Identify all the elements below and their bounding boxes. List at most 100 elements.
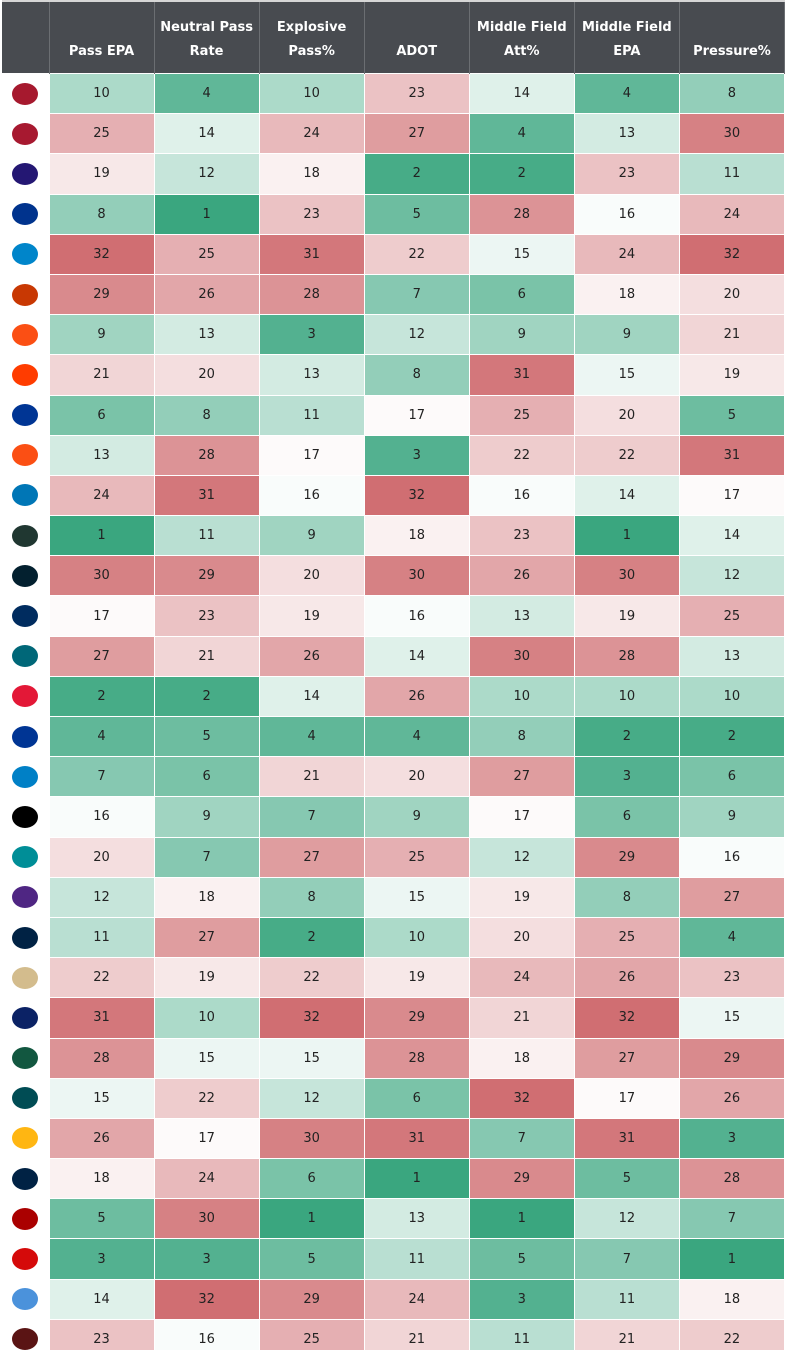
rank-cell: 21 (573, 1318, 680, 1350)
column-header[interactable]: Neutral Pass Rate (154, 0, 260, 74)
rank-cell: 24 (678, 193, 786, 235)
team-logo-icon (12, 363, 39, 386)
column-header[interactable]: Middle Field Att% (469, 0, 575, 74)
team-logo-icon (12, 1207, 39, 1230)
table-row: 8 1 23 5 28 16 24 (1, 193, 786, 235)
rank-cell: 1 (468, 1198, 575, 1240)
rank-cell: 15 (573, 354, 680, 396)
team-logo-cell (1, 635, 50, 677)
rank-cell: 14 (468, 72, 575, 115)
rank-cell: 28 (153, 434, 260, 476)
rank-cell: 19 (363, 957, 470, 999)
rank-cell: 8 (468, 715, 575, 758)
team-logo-icon (12, 725, 39, 748)
rank-cell: 11 (363, 1238, 470, 1280)
rank-cell: 32 (363, 474, 470, 517)
rank-cell: 14 (48, 1278, 155, 1320)
table-row: 28 15 15 28 18 27 29 (1, 1037, 786, 1079)
table-row: 26 17 30 31 7 31 3 (1, 1117, 786, 1160)
rank-cell: 22 (573, 434, 680, 476)
rank-cell: 23 (48, 1318, 155, 1350)
rank-cell: 6 (48, 394, 155, 436)
rank-cell: 20 (258, 555, 365, 597)
table-row: 1 11 9 18 23 1 14 (1, 515, 786, 557)
team-logo-icon (12, 82, 39, 105)
rank-cell: 15 (258, 1037, 365, 1079)
rank-cell: 25 (573, 916, 680, 959)
rank-cell: 24 (153, 1158, 260, 1200)
rank-cell: 15 (48, 1077, 155, 1119)
rank-cell: 29 (468, 1158, 575, 1200)
rank-cell: 25 (468, 394, 575, 436)
column-header[interactable]: Explosive Pass% (259, 0, 365, 74)
rank-cell: 24 (48, 474, 155, 517)
rank-cell: 22 (468, 434, 575, 476)
table-row: 17 23 19 16 13 19 25 (1, 595, 786, 637)
team-logo-icon (12, 685, 39, 708)
rank-cell: 21 (153, 635, 260, 677)
rank-cell: 28 (48, 1037, 155, 1079)
table-row: 14 32 29 24 3 11 18 (1, 1278, 786, 1320)
rank-cell: 29 (258, 1278, 365, 1320)
rank-cell: 23 (678, 957, 786, 999)
rank-cell: 24 (363, 1278, 470, 1320)
rank-cell: 25 (363, 836, 470, 878)
rank-cell: 4 (153, 72, 260, 115)
rank-cell: 22 (258, 957, 365, 999)
rank-cell: 26 (573, 957, 680, 999)
team-logo-icon (12, 1328, 39, 1350)
rank-cell: 25 (678, 595, 786, 637)
team-logo-cell (1, 916, 50, 959)
rank-cell: 3 (468, 1278, 575, 1320)
team-logo-cell (1, 193, 50, 235)
rank-cell: 27 (153, 916, 260, 959)
rank-cell: 11 (678, 153, 786, 195)
rank-cell: 22 (153, 1077, 260, 1119)
team-logo-cell (1, 1198, 50, 1240)
rank-cell: 27 (678, 876, 786, 918)
rank-cell: 20 (678, 273, 786, 316)
rank-cell: 6 (468, 273, 575, 316)
rank-cell: 7 (258, 796, 365, 838)
team-logo-cell (1, 273, 50, 316)
rank-cell: 5 (573, 1158, 680, 1200)
rank-cell: 5 (468, 1238, 575, 1280)
table-row: 20 7 27 25 12 29 16 (1, 836, 786, 878)
rank-cell: 26 (48, 1117, 155, 1160)
table-row: 3 3 5 11 5 7 1 (1, 1238, 786, 1280)
column-header[interactable]: ADOT (364, 0, 470, 74)
rank-cell: 3 (48, 1238, 155, 1280)
column-header[interactable]: Middle Field EPA (574, 0, 680, 74)
rank-cell: 32 (573, 997, 680, 1039)
rank-cell: 22 (363, 233, 470, 275)
rank-cell: 19 (678, 354, 786, 396)
rank-cell: 13 (468, 595, 575, 637)
rank-cell: 18 (258, 153, 365, 195)
table-row: 31 10 32 29 21 32 15 (1, 997, 786, 1039)
team-logo-cell (1, 1278, 50, 1320)
team-logo-icon (12, 1127, 39, 1150)
rank-cell: 21 (363, 1318, 470, 1350)
rank-cell: 11 (258, 394, 365, 436)
rank-cell: 25 (153, 233, 260, 275)
rank-cell: 1 (258, 1198, 365, 1240)
column-header[interactable]: Pressure% (679, 0, 786, 74)
rank-cell: 9 (258, 515, 365, 557)
rank-cell: 8 (48, 193, 155, 235)
rank-cell: 2 (573, 715, 680, 758)
rank-cell: 5 (258, 1238, 365, 1280)
team-logo-cell (1, 113, 50, 155)
column-header[interactable]: Pass EPA (49, 0, 155, 74)
rank-cell: 7 (153, 836, 260, 878)
team-logo-icon (12, 564, 39, 587)
table-row: 19 12 18 2 2 23 11 (1, 153, 786, 195)
rank-cell: 1 (48, 515, 155, 557)
team-logo-icon (12, 243, 39, 266)
team-logo-icon (12, 805, 39, 828)
rank-cell: 8 (573, 876, 680, 918)
team-logo-cell (1, 715, 50, 758)
rank-cell: 28 (363, 1037, 470, 1079)
rank-cell: 29 (153, 555, 260, 597)
rank-cell: 13 (363, 1198, 470, 1240)
rank-cell: 4 (363, 715, 470, 758)
